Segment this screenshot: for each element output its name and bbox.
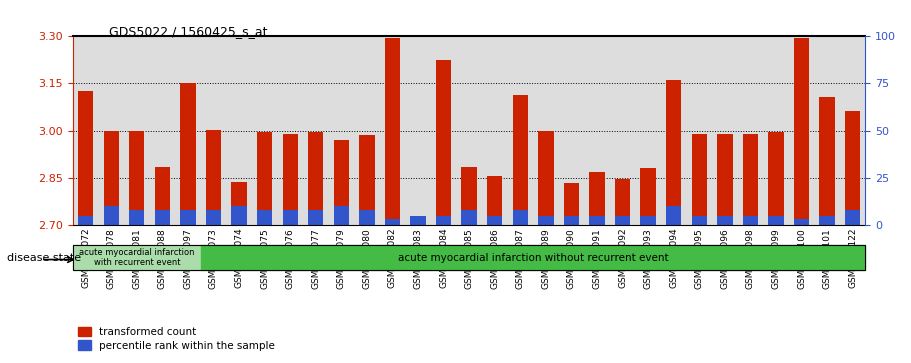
Bar [768,216,783,225]
Text: GDS5022 / 1560425_s_at: GDS5022 / 1560425_s_at [109,25,268,38]
Bar [180,82,196,225]
Bar [78,216,93,225]
Bar [359,135,374,225]
Bar [462,210,476,225]
Text: disease state: disease state [7,253,81,263]
Bar [487,176,502,225]
Bar [73,245,865,270]
Bar [155,210,170,225]
Bar [717,216,732,225]
Bar [640,216,656,225]
Bar [231,206,247,225]
Bar [384,219,400,225]
Bar [410,216,425,225]
Bar [206,130,221,225]
Bar [257,210,272,225]
Bar [129,210,145,225]
Bar [742,134,758,225]
Text: acute myocardial infarction
with recurrent event: acute myocardial infarction with recurre… [79,248,195,268]
Bar [410,217,425,225]
Bar [155,167,170,225]
Bar [819,216,834,225]
Bar [359,210,374,225]
Bar [180,210,196,225]
Bar [333,140,349,225]
Bar [436,60,451,225]
Legend: transformed count, percentile rank within the sample: transformed count, percentile rank withi… [78,327,275,351]
Bar [793,38,809,225]
Bar [819,97,834,225]
Bar [436,216,451,225]
Bar [615,179,630,225]
Bar [666,206,681,225]
Bar [282,134,298,225]
Bar [308,210,323,225]
Bar [564,216,579,225]
Bar [282,210,298,225]
Bar [129,131,145,225]
Bar [231,182,247,225]
Bar [845,210,860,225]
Bar [513,210,528,225]
Bar [589,216,605,225]
Bar [742,216,758,225]
Bar [538,216,554,225]
Bar [615,216,630,225]
Bar [717,134,732,225]
Bar [257,132,272,225]
Bar [513,95,528,225]
Bar [462,167,476,225]
Text: acute myocardial infarction without recurrent event: acute myocardial infarction without recu… [398,253,669,263]
Bar [200,245,865,270]
Bar [666,80,681,225]
Bar [78,91,93,225]
Bar [104,131,119,225]
Bar [793,219,809,225]
Bar [564,183,579,225]
Bar [73,245,200,270]
Bar [333,206,349,225]
Bar [308,132,323,225]
Bar [640,168,656,225]
Bar [104,206,119,225]
Bar [487,216,502,225]
Bar [845,111,860,225]
Bar [589,172,605,225]
Bar [691,216,707,225]
Bar [768,132,783,225]
Bar [691,134,707,225]
Bar [206,210,221,225]
Bar [384,38,400,225]
Bar [538,131,554,225]
